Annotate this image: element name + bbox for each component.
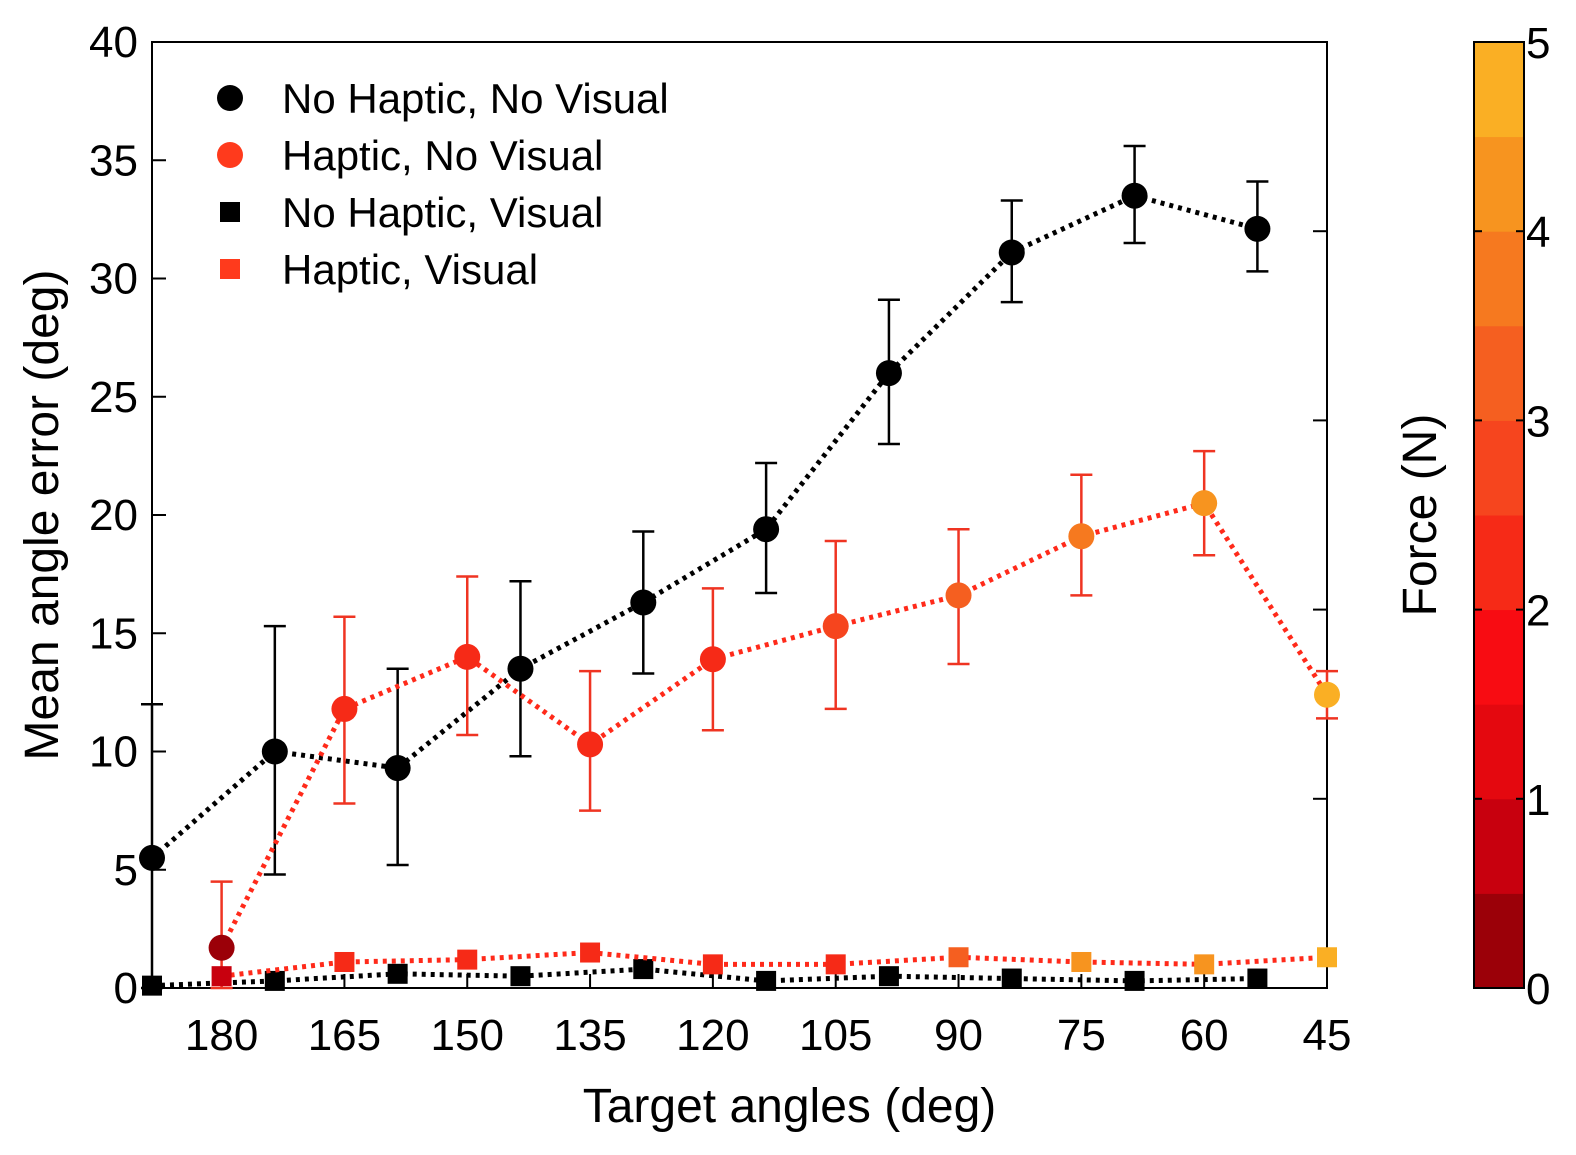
data-point <box>753 516 780 543</box>
y-tick-label: 0 <box>114 964 138 1013</box>
colorbar-tick-label: 0 <box>1526 965 1550 1014</box>
y-tick-label: 25 <box>89 373 138 422</box>
x-tick-label: 60 <box>1180 1011 1229 1060</box>
colorbar-tick-label: 2 <box>1526 587 1550 636</box>
colorbar-segment <box>1474 42 1524 138</box>
x-tick-label: 180 <box>185 1011 258 1060</box>
colorbar-tick-label: 4 <box>1526 208 1550 257</box>
legend-label: Haptic, Visual <box>282 246 538 293</box>
data-point <box>387 963 408 984</box>
data-point <box>702 954 723 975</box>
legend-marker <box>220 202 240 222</box>
series-2 <box>142 959 1268 996</box>
data-point <box>1191 490 1218 517</box>
data-point <box>261 738 288 765</box>
x-tick-label: 90 <box>934 1011 983 1060</box>
data-point <box>454 643 481 670</box>
series-3 <box>211 942 1337 987</box>
data-point <box>948 947 969 968</box>
data-point <box>510 966 531 987</box>
data-point <box>142 975 162 996</box>
x-tick-label: 120 <box>676 1011 749 1060</box>
x-tick-label: 135 <box>553 1011 626 1060</box>
data-point <box>577 731 604 758</box>
data-point <box>633 959 654 980</box>
data-point <box>211 966 232 987</box>
colorbar-segment <box>1474 893 1524 989</box>
colorbar-segment <box>1474 515 1524 611</box>
colorbar-segment <box>1474 231 1524 327</box>
data-point <box>699 646 726 673</box>
colorbar-segment <box>1474 798 1524 894</box>
colorbar-segment <box>1474 325 1524 421</box>
colorbar-tick-label: 5 <box>1526 19 1550 68</box>
y-tick-label: 15 <box>89 609 138 658</box>
data-point <box>139 844 165 871</box>
x-tick-label: 150 <box>431 1011 504 1060</box>
legend-label: No Haptic, No Visual <box>282 75 669 122</box>
colorbar-segment <box>1474 420 1524 516</box>
data-point <box>580 942 601 963</box>
data-point <box>1317 947 1337 968</box>
legend-marker <box>220 259 240 279</box>
y-tick-label: 40 <box>89 18 138 67</box>
data-point <box>1071 951 1092 972</box>
x-axis-title: Target angles (deg) <box>583 1080 997 1133</box>
x-tick-label: 165 <box>308 1011 381 1060</box>
data-point <box>630 589 657 616</box>
data-point <box>507 655 534 682</box>
legend-label: Haptic, No Visual <box>282 132 603 179</box>
series-1 <box>208 449 1340 990</box>
y-tick-label: 35 <box>89 136 138 185</box>
data-point <box>1314 681 1340 708</box>
colorbar-segment <box>1474 136 1524 232</box>
x-tick-label: 75 <box>1057 1011 1106 1060</box>
colorbar-title: Force (N) <box>1394 414 1447 617</box>
x-tick-label: 105 <box>799 1011 872 1060</box>
colorbar-tick-label: 3 <box>1526 397 1550 446</box>
data-point <box>208 934 235 961</box>
data-point <box>1244 215 1271 242</box>
data-point <box>945 582 972 609</box>
y-tick-label: 10 <box>89 728 138 777</box>
colorbar-frame <box>1473 41 1525 989</box>
colorbar-tick-label: 1 <box>1526 776 1550 825</box>
data-point <box>1068 523 1095 550</box>
data-point <box>384 755 411 782</box>
colorbar-segment <box>1474 704 1524 800</box>
legend-label: No Haptic, Visual <box>282 189 603 236</box>
colorbar: 0 1 2 3 4 5 Force (N) <box>1394 19 1550 1014</box>
data-point <box>878 966 899 987</box>
colorbar-segment <box>1474 609 1524 705</box>
data-point <box>875 360 902 387</box>
series-layer <box>139 144 1340 996</box>
data-point <box>334 951 355 972</box>
data-point <box>756 970 777 991</box>
y-tick-label: 20 <box>89 491 138 540</box>
y-tick-label: 5 <box>114 846 138 895</box>
series-line <box>219 500 1330 949</box>
x-tick-label: 45 <box>1303 1011 1352 1060</box>
data-point <box>1194 954 1215 975</box>
data-point <box>822 613 849 640</box>
y-axis-title: Mean angle error (deg) <box>16 270 69 761</box>
data-point <box>1121 182 1148 209</box>
data-point <box>998 239 1025 266</box>
data-point <box>1247 968 1268 989</box>
data-point <box>457 949 478 970</box>
data-point <box>264 970 285 991</box>
data-point <box>1001 968 1022 989</box>
data-point <box>825 954 846 975</box>
legend: No Haptic, No Visual Haptic, No Visual No … <box>217 75 669 293</box>
data-point <box>331 695 358 722</box>
series-line <box>150 193 1259 860</box>
data-point <box>1124 970 1145 991</box>
y-tick-label: 30 <box>89 255 138 304</box>
series-0 <box>139 144 1271 990</box>
legend-marker <box>217 142 243 168</box>
legend-marker <box>217 85 243 111</box>
